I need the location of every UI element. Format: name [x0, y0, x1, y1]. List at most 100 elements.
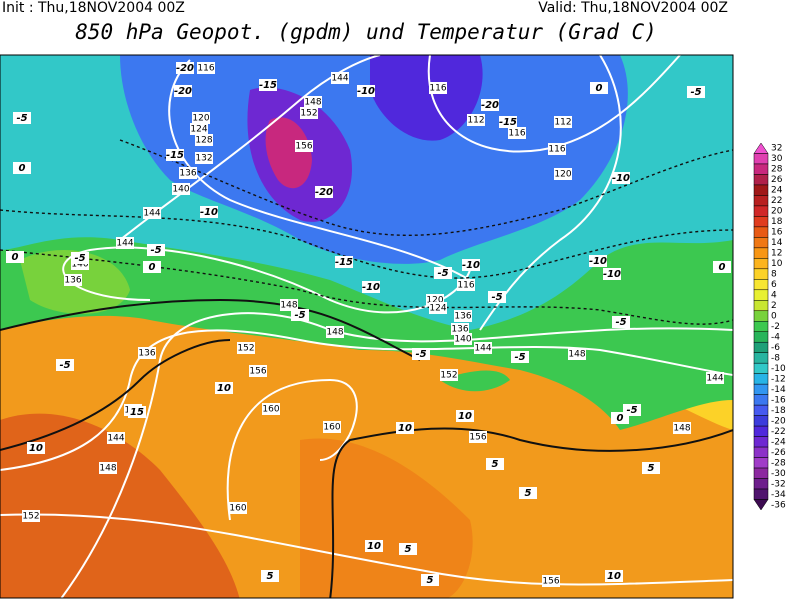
geopotential-label: 148 [304, 98, 321, 108]
geopotential-label-box [138, 347, 156, 359]
temperature-label-box [589, 255, 607, 267]
temperature-label-box [642, 462, 660, 474]
colorbar-box [753, 373, 769, 385]
geopotential-label-box [22, 510, 40, 522]
geopotential-label: 144 [331, 74, 348, 84]
colorbar-label: -32 [771, 479, 786, 489]
colorbar-box [753, 467, 769, 479]
colorbar-label: -20 [771, 416, 786, 426]
geopotential-label: 112 [554, 118, 571, 128]
temperature-label: -5 [690, 87, 701, 98]
geopotential-label: 136 [64, 276, 81, 286]
geopotential-label-box [107, 432, 125, 444]
colorbar-box [753, 394, 769, 406]
colorbar-box [753, 436, 769, 448]
geopotential-label-box [474, 342, 492, 354]
geopotential-label: 128 [195, 136, 212, 146]
temperature-label: -15 [499, 117, 517, 128]
temperature-label-box [612, 316, 630, 328]
geopotential-label: 156 [469, 433, 486, 443]
temperature-label-box [421, 574, 439, 586]
geopotential-label-box [451, 323, 469, 335]
temperature-label: 5 [648, 463, 655, 474]
colorbar-label: -16 [771, 395, 786, 405]
colorbar-label: 2 [771, 301, 777, 311]
colorbar-label: -36 [771, 500, 786, 510]
colorbar-box [753, 310, 769, 322]
geopotential-label: 136 [179, 169, 196, 179]
temperature-label-box [519, 487, 537, 499]
colorbar-box [753, 258, 769, 270]
temperature-label: 5 [427, 575, 434, 586]
temperature-label-box [13, 112, 31, 124]
temperature-label: 5 [492, 459, 499, 470]
geopotential-label-box [197, 62, 215, 74]
geopotential-label-box [64, 274, 82, 286]
geopotential-label-box [548, 143, 566, 155]
geopotential-label: 132 [195, 154, 212, 164]
geopotential-label-box [469, 431, 487, 443]
temperature-label: 10 [458, 411, 472, 422]
colorbar-label: -14 [771, 385, 786, 395]
temperature-label: 10 [607, 571, 621, 582]
contour-labels: 1441481521561161121161121161201201241281… [6, 62, 731, 587]
temperature-label-box [27, 442, 45, 454]
geopotential-label-box [508, 127, 526, 139]
geopotential-label-box [429, 302, 447, 314]
temperature-label: 5 [405, 544, 412, 555]
geopotential-label-box [440, 369, 458, 381]
geopotential-label-box [326, 326, 344, 338]
temperature-label-box [462, 259, 480, 271]
temperature-label-box [456, 410, 474, 422]
init-text: Init : Thu,18NOV2004 00Z [2, 0, 185, 16]
temperature-label: -5 [626, 405, 637, 416]
temperature-label: -20 [481, 100, 499, 111]
temperature-label-box [215, 382, 233, 394]
geopotential-label-box [673, 422, 691, 434]
temperature-label-box [365, 540, 383, 552]
temperature-label-box [590, 82, 608, 94]
temperature-label: -20 [174, 86, 192, 97]
colorbar-box [753, 446, 769, 458]
geopotential-label-box [542, 575, 560, 587]
colorbar-label: -10 [771, 364, 786, 374]
temperature-label: -10 [589, 256, 607, 267]
colorbar-box [753, 331, 769, 343]
colorbar-label: 18 [771, 217, 783, 227]
colorbar-label: 16 [771, 228, 783, 238]
temperature-label-box [396, 422, 414, 434]
geopotential-label: 116 [429, 84, 446, 94]
valid-text: Valid: Thu,18NOV2004 00Z [538, 0, 728, 16]
colorbar-label: 6 [771, 280, 777, 290]
geopotential-label: 120 [192, 114, 209, 124]
geopotential-label: 116 [457, 281, 474, 291]
geopotential-label: 116 [508, 129, 525, 139]
temperature-label: -5 [437, 268, 448, 279]
temperature-label: -5 [59, 360, 70, 371]
geopotential-label: 156 [249, 367, 266, 377]
temperature-label-box [315, 186, 333, 198]
geopotential-label: 148 [99, 464, 116, 474]
geopotential-label: 120 [426, 296, 443, 306]
geopotential-label-box [457, 279, 475, 291]
colorbar-label: 26 [771, 175, 783, 185]
geopotential-label-box [454, 333, 472, 345]
temperature-label-box [605, 570, 623, 582]
geopotential-label: 144 [143, 209, 160, 219]
geopotential-label: 148 [673, 424, 690, 434]
geopotential-label: 140 [71, 260, 88, 270]
geopotential-label-box [172, 183, 190, 195]
colorbar-box [753, 205, 769, 217]
colorbar-box [753, 279, 769, 291]
geopotential-label: 152 [440, 371, 457, 381]
geopotential-label-box [262, 403, 280, 415]
temperature-label: -10 [462, 260, 480, 271]
geopotential-label: 136 [451, 325, 468, 335]
colorbar-box [753, 195, 769, 207]
geopotential-label-box [467, 114, 485, 126]
colorbar-box [753, 142, 769, 154]
geopotential-label: 148 [280, 301, 297, 311]
temperature-label-box [335, 256, 353, 268]
temperature-label-box [687, 86, 705, 98]
temperature-label-box [412, 348, 430, 360]
